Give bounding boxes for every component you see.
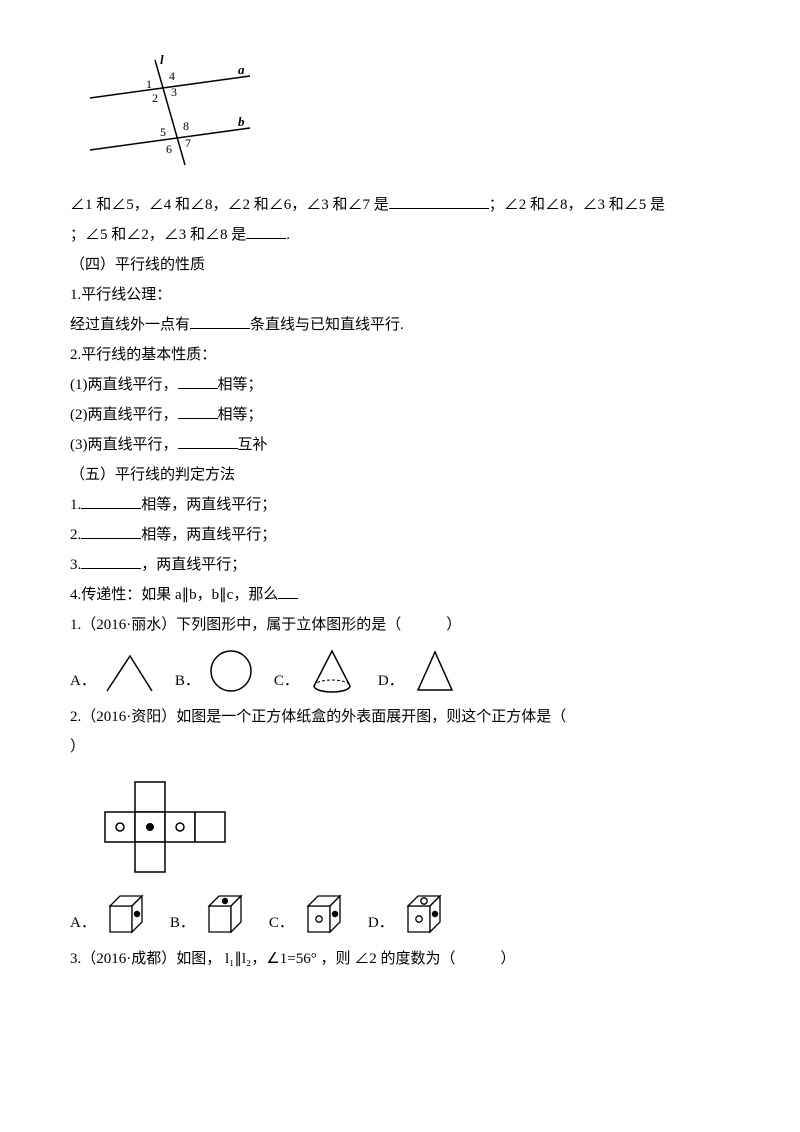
cube-c-icon	[300, 888, 350, 938]
cube-net-icon	[70, 772, 250, 882]
q2-opt-c[interactable]: C．	[269, 888, 350, 938]
angle-7: 7	[185, 136, 191, 150]
s4-1: 1.平行线公理：	[70, 280, 730, 310]
q2-text-b: ）	[70, 732, 730, 762]
q1-opt-b[interactable]: B．	[175, 646, 256, 696]
s4-1b: 经过直线外一点有条直线与已知直线平行.	[70, 310, 730, 340]
triangle-icon	[410, 646, 460, 696]
page: l a b 1 4 2 3 5 8 6 7 ∠1 和∠5，∠4 和∠8，∠2 和…	[0, 0, 800, 1014]
angle-1: 1	[146, 77, 152, 91]
label-a: a	[238, 62, 245, 77]
cone-icon	[305, 646, 360, 696]
text-angle-pairs-1: ∠1 和∠5，∠4 和∠8，∠2 和∠6，∠3 和∠7 是；∠2 和∠8，∠3 …	[70, 190, 730, 220]
angle-5: 5	[160, 125, 166, 139]
s5-3: 3.，两直线平行；	[70, 550, 730, 580]
section-5-title: （五）平行线的判定方法	[70, 460, 730, 490]
cube-b-icon	[201, 888, 251, 938]
label-b: b	[238, 114, 245, 129]
s4-2-2: (2)两直线平行，相等；	[70, 400, 730, 430]
section-4-title: （四）平行线的性质	[70, 250, 730, 280]
q1-opt-d[interactable]: D．	[378, 646, 460, 696]
s5-4: 4.传递性：如果 a∥b，b∥c，那么	[70, 580, 730, 610]
angle-6: 6	[166, 142, 172, 156]
angle-4: 4	[169, 69, 175, 83]
cube-a-icon	[102, 888, 152, 938]
angle-2: 2	[152, 91, 158, 105]
q1-text: 1.（2016·丽水）下列图形中，属于立体图形的是（ ）	[70, 610, 730, 640]
circle-icon	[206, 646, 256, 696]
q2-net	[70, 772, 730, 882]
q2-opt-b[interactable]: B．	[170, 888, 251, 938]
q2-opt-d[interactable]: D．	[368, 888, 450, 938]
angles-diagram: l a b 1 4 2 3 5 8 6 7	[70, 50, 730, 170]
angle-8: 8	[183, 119, 189, 133]
q2-opt-a[interactable]: A．	[70, 888, 152, 938]
angle-3: 3	[171, 85, 177, 99]
s4-2-3: (3)两直线平行，互补	[70, 430, 730, 460]
angles-diagram-svg: l a b 1 4 2 3 5 8 6 7	[70, 50, 270, 170]
label-l: l	[160, 52, 164, 67]
s4-2: 2.平行线的基本性质：	[70, 340, 730, 370]
s5-2: 2.相等，两直线平行；	[70, 520, 730, 550]
s5-1: 1.相等，两直线平行；	[70, 490, 730, 520]
q1-options: A． B． C． D．	[70, 646, 730, 696]
q3-text: 3.（2016·成都）如图， l₁∥l₂，∠1=56° ，则 ∠2 的度数为（ …	[70, 944, 730, 974]
cube-d-icon	[400, 888, 450, 938]
text-angle-pairs-2: ；∠5 和∠2，∠3 和∠8 是.	[70, 220, 730, 250]
q2-text: 2.（2016·资阳）如图是一个正方体纸盒的外表面展开图，则这个正方体是（	[70, 702, 730, 732]
angle-shape-icon	[102, 651, 157, 696]
q2-options: A． B． C．	[70, 888, 730, 938]
q1-opt-a[interactable]: A．	[70, 651, 157, 696]
s4-2-1: (1)两直线平行，相等；	[70, 370, 730, 400]
q1-opt-c[interactable]: C．	[274, 646, 360, 696]
